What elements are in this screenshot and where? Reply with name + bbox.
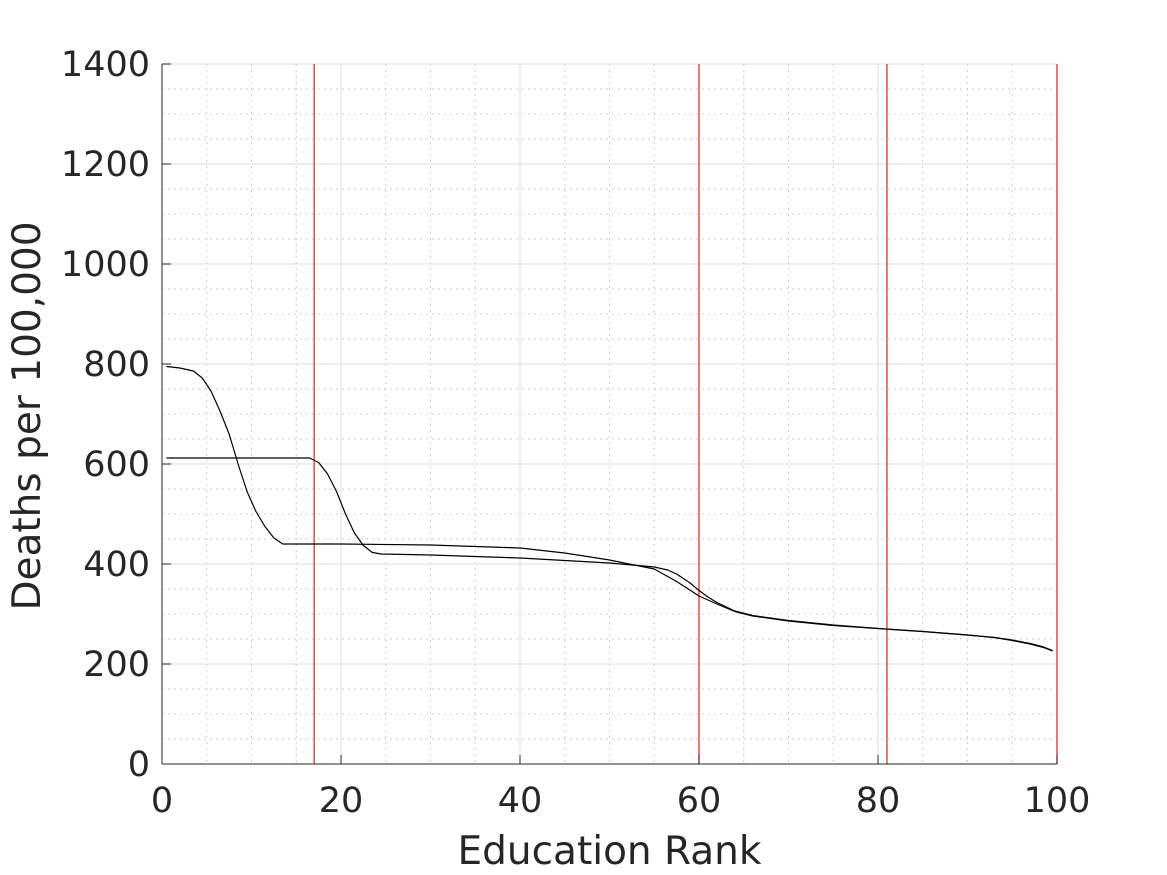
axes [161,64,1057,765]
x-tick-label: 40 [498,781,543,821]
x-tick-label: 80 [856,781,901,821]
x-ticks: 0 20 40 60 80 100 [151,755,1091,821]
series-line-2 [166,457,1053,652]
y-tick-label: 400 [83,545,150,585]
x-tick-label: 100 [1024,781,1091,821]
series-group [166,365,1053,652]
y-tick-label: 600 [83,445,150,485]
x-tick-label: 60 [677,781,722,821]
y-tick-label: 1000 [61,245,150,285]
x-tick-label: 20 [319,781,364,821]
y-tick-label: 1400 [61,45,150,85]
minor-grid [162,64,1057,764]
y-axis-label: Deaths per 100,000 [5,221,50,610]
reference-lines [313,64,1058,764]
y-tick-label: 200 [83,645,150,685]
y-tick-label: 800 [83,345,150,385]
y-ticks: 0 200 400 600 800 1000 1200 1400 [61,45,171,785]
y-tick-label: 0 [128,745,150,785]
x-tick-label: 0 [151,781,173,821]
y-tick-label: 1200 [61,145,150,185]
x-axis-label: Education Rank [457,829,761,874]
